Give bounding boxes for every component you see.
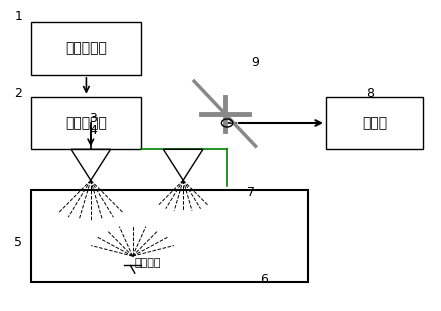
Text: 信号发生器: 信号发生器: [65, 42, 107, 56]
Text: 示波器: 示波器: [362, 116, 387, 130]
Bar: [326, 97, 423, 149]
Text: 9: 9: [252, 56, 260, 69]
Text: 3: 3: [89, 112, 97, 125]
Text: 7: 7: [247, 186, 255, 199]
Text: 4: 4: [89, 124, 97, 137]
Text: 5: 5: [14, 236, 22, 249]
Text: 1: 1: [15, 10, 22, 23]
Bar: [31, 97, 142, 149]
Text: 闭合裂纹: 闭合裂纹: [135, 258, 161, 268]
Bar: [31, 190, 308, 282]
Text: 8: 8: [366, 87, 374, 100]
Bar: [31, 22, 142, 75]
Text: 6: 6: [261, 273, 269, 286]
Text: 功率放大器: 功率放大器: [65, 116, 107, 130]
Text: 2: 2: [15, 87, 22, 100]
